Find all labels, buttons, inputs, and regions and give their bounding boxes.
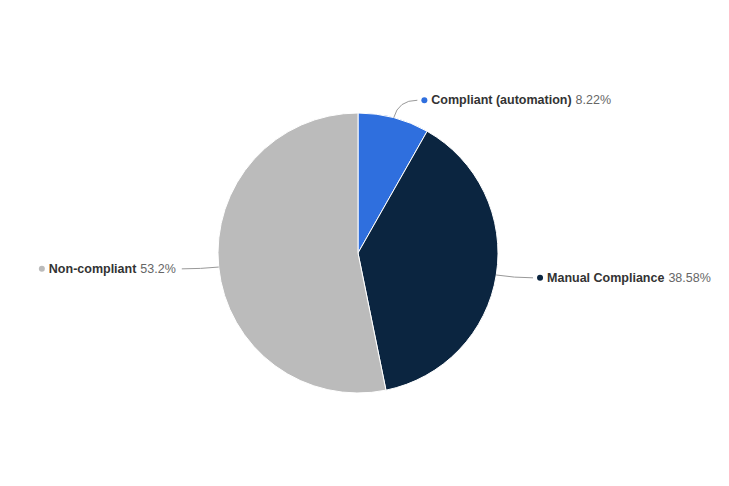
- label-value: 53.2%: [140, 262, 175, 276]
- label-dot: [537, 275, 543, 281]
- connector: [394, 100, 418, 117]
- label-value: 8.22%: [576, 93, 611, 107]
- labels: Compliant (automation) 8.22% Manual Compli…: [39, 93, 711, 285]
- slices: [218, 113, 498, 393]
- label-name: Manual Compliance: [547, 271, 664, 285]
- label-dot: [421, 97, 427, 103]
- data-label: Compliant (automation) 8.22%: [431, 93, 611, 107]
- label-dot: [39, 266, 45, 272]
- connector: [496, 275, 533, 278]
- data-label: Non-compliant53.2%: [49, 262, 176, 276]
- label-name: Compliant (automation): [431, 93, 571, 107]
- pie-slice: [218, 113, 386, 393]
- label-name: Non-compliant: [49, 262, 137, 276]
- pie-slice: [358, 131, 498, 390]
- data-label: Manual Compliance 38.58%: [547, 271, 711, 285]
- chart: Compliant (automation) 8.22% Manual Compli…: [0, 0, 729, 486]
- connector: [182, 267, 219, 269]
- label-value: 38.58%: [668, 271, 710, 285]
